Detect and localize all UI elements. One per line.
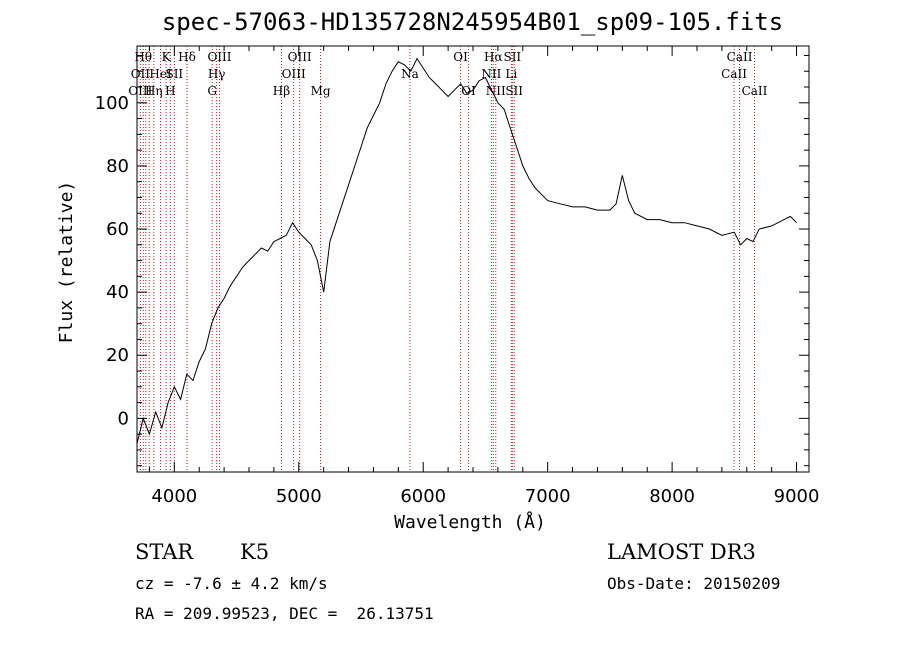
line-label: OIII bbox=[128, 84, 152, 98]
y-axis: 0 20 40 60 80 100 bbox=[95, 54, 809, 467]
line-label: CaII bbox=[721, 67, 747, 81]
x-tick-label: 9000 bbox=[774, 486, 820, 507]
line-label: OIII bbox=[282, 67, 306, 81]
x-tick-label: 4000 bbox=[151, 486, 197, 507]
y-tick-label: 100 bbox=[95, 93, 129, 114]
line-label: SII bbox=[165, 67, 183, 81]
line-label: OII bbox=[131, 67, 151, 81]
line-label: G bbox=[207, 84, 217, 98]
survey-name: LAMOST DR3 bbox=[607, 540, 756, 564]
line-label: CaII bbox=[742, 84, 768, 98]
series-group bbox=[136, 57, 797, 444]
obs-date: Obs-Date: 20150209 bbox=[607, 574, 781, 593]
line-label: OIII bbox=[207, 50, 231, 64]
chart-title: spec-57063-HD135728N245954B01_sp09-105.f… bbox=[161, 8, 784, 36]
line-label: NII bbox=[481, 67, 501, 81]
redshift-cz: cz = -7.6 ± 4.2 km/s bbox=[135, 574, 328, 593]
x-axis-label: Wavelength (Å) bbox=[394, 511, 546, 533]
object-type: STAR bbox=[135, 540, 194, 564]
coordinates: RA = 209.99523, DEC = 26.13751 bbox=[135, 604, 434, 623]
line-label: SII bbox=[505, 84, 523, 98]
line-label: Hα bbox=[484, 50, 503, 64]
line-label: Mg bbox=[311, 84, 331, 98]
line-label: Hδ bbox=[178, 50, 196, 64]
line-label: Hβ bbox=[273, 84, 290, 98]
line-label: Li bbox=[505, 67, 517, 81]
line-label: HeI bbox=[149, 67, 172, 81]
line-label: OI bbox=[461, 84, 476, 98]
line-label: OIII bbox=[288, 50, 312, 64]
line-label: OI bbox=[453, 50, 468, 64]
y-axis-label: Flux (relative) bbox=[56, 181, 77, 344]
x-tick-label: 8000 bbox=[649, 486, 695, 507]
line-label: Hγ bbox=[208, 67, 226, 81]
spectrum-line bbox=[136, 57, 797, 444]
line-label: SII bbox=[503, 50, 521, 64]
x-tick-label: 7000 bbox=[525, 486, 571, 507]
y-tick-label: 20 bbox=[106, 345, 129, 366]
line-label: NII bbox=[486, 84, 506, 98]
spectral-class: K5 bbox=[240, 540, 270, 564]
line-label: Hη bbox=[145, 84, 163, 98]
line-label: K bbox=[162, 50, 172, 64]
line-markers bbox=[139, 46, 755, 472]
plot-frame bbox=[136, 45, 810, 473]
y-tick-label: 40 bbox=[106, 282, 129, 303]
line-label: H bbox=[165, 84, 175, 98]
x-axis: 4000 5000 6000 7000 8000 9000 bbox=[148, 46, 820, 507]
line-label: Hθ bbox=[134, 50, 152, 64]
y-tick-label: 60 bbox=[106, 219, 129, 240]
x-tick-label: 6000 bbox=[400, 486, 446, 507]
y-tick-label: 0 bbox=[118, 408, 129, 429]
line-label: Na bbox=[401, 67, 419, 81]
x-tick-label: 5000 bbox=[276, 486, 322, 507]
y-tick-label: 80 bbox=[106, 156, 129, 177]
line-label: CaII bbox=[727, 50, 753, 64]
